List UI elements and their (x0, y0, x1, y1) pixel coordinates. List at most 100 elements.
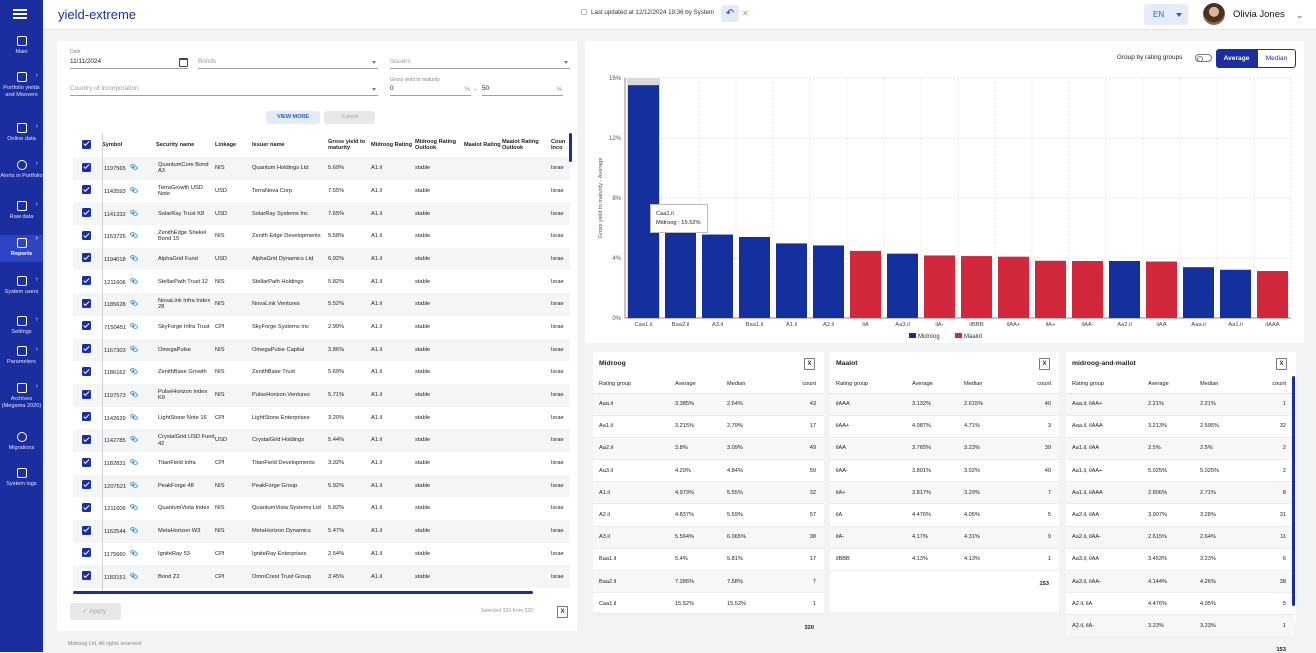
gytm-to-input[interactable]: 50% (482, 85, 563, 96)
column-header[interactable]: Rating group (830, 376, 912, 394)
sidebar-item-3[interactable]: Alerts in Portfolio › (0, 160, 43, 180)
column-header[interactable]: Maalot Rating (464, 142, 501, 148)
row-checkbox[interactable] (82, 344, 91, 354)
bar-Aa1.il[interactable] (1220, 269, 1251, 318)
column-header[interactable]: Linkage (215, 142, 237, 148)
bar-Aa3.il[interactable] (887, 253, 918, 318)
gytm-from-input[interactable]: 0% (390, 85, 471, 96)
country-select[interactable]: Country of Incorporation (70, 85, 378, 96)
sidebar-item-2[interactable]: Online data › (0, 123, 43, 143)
table-row[interactable]: 1162544 MetaHorizon W3 NIS MetaHorizon Dyna… (73, 520, 570, 543)
table-row[interactable]: 1185628 NovaLink Infra Index 28 NIS NovaLin… (73, 293, 570, 316)
row-checkbox[interactable] (82, 457, 91, 467)
row-checkbox[interactable] (82, 548, 91, 558)
eye-icon[interactable] (129, 344, 138, 353)
table-row[interactable]: 1194018 AlphaGrid Fund USD AlphaGrid Dynami… (73, 247, 570, 271)
hamburger-menu-icon[interactable] (13, 9, 27, 19)
row-checkbox[interactable] (82, 525, 91, 535)
table-row[interactable]: 1142785 CrystalGrid USD Fund 42 USD Crystal… (73, 429, 570, 452)
issuers-select[interactable]: Issuers (390, 58, 570, 69)
bar-ilAAA[interactable] (1257, 271, 1288, 318)
bar-A3.il[interactable] (702, 234, 733, 318)
column-header[interactable]: Rating group (1066, 376, 1148, 394)
bar-Aa2.il[interactable] (1109, 261, 1140, 318)
row-checkbox[interactable] (82, 571, 91, 581)
column-header[interactable]: Issuer name (252, 142, 285, 148)
row-checkbox[interactable] (82, 185, 91, 195)
bar-ilAA+[interactable] (998, 256, 1029, 318)
submit-button[interactable]: Submit (324, 111, 375, 124)
table-vertical-scrollbar[interactable] (569, 133, 572, 162)
column-header[interactable]: count (1258, 376, 1294, 394)
stats-scrollbar[interactable] (1292, 376, 1295, 606)
bar-A1.il[interactable] (776, 243, 807, 318)
bar-Baa1.il[interactable] (739, 237, 770, 318)
eye-icon[interactable] (129, 571, 138, 580)
sidebar-item-9[interactable]: Archives (Megama 2020) › (0, 383, 43, 409)
excel-export-icon[interactable]: X (1039, 358, 1050, 370)
user-menu-chevron-icon[interactable]: ⌄ (1296, 10, 1304, 20)
column-header[interactable]: Average (675, 376, 727, 394)
sidebar-item-11[interactable]: System logs (0, 468, 43, 488)
column-header[interactable]: Symbol (102, 142, 123, 148)
bar-ilA-[interactable] (924, 255, 955, 318)
row-checkbox[interactable] (82, 412, 91, 422)
date-field[interactable]: 11/11/2024 (70, 58, 188, 69)
last-updated-checkbox[interactable] (581, 9, 587, 15)
eye-icon[interactable] (129, 503, 138, 512)
eye-icon[interactable] (129, 230, 138, 240)
bar-ilA+[interactable] (1035, 260, 1066, 318)
row-checkbox[interactable] (82, 389, 91, 399)
close-icon[interactable]: ✕ (742, 9, 749, 18)
eye-icon[interactable] (129, 299, 138, 308)
eye-icon[interactable] (129, 253, 138, 263)
column-header[interactable]: count (785, 376, 824, 394)
bar-ilA[interactable] (850, 250, 881, 318)
excel-export-icon[interactable]: X (1276, 358, 1287, 370)
group-by-toggle[interactable] (1195, 54, 1212, 62)
column-header[interactable]: Median (1200, 376, 1258, 394)
average-toggle-button[interactable]: Average (1216, 49, 1257, 68)
sidebar-item-10[interactable]: Migrations (0, 432, 43, 452)
table-row[interactable]: 1182831 TitanField Infra CPI TitanField Dev… (73, 452, 570, 475)
column-header[interactable]: Average (1148, 376, 1200, 394)
table-row[interactable]: 1186162 ZenithBase Growth NIS ZenithBase Tr… (73, 361, 570, 384)
table-row[interactable]: 1183151 Bond Z2 CPI OmniCrest Trust Group 3.… (73, 565, 570, 589)
column-header[interactable]: Midroog Rating Outlook (415, 139, 457, 151)
eye-icon[interactable] (129, 276, 138, 285)
row-checkbox[interactable] (82, 434, 91, 444)
row-checkbox[interactable] (82, 366, 91, 376)
select-all-checkbox[interactable] (82, 139, 91, 149)
eye-icon[interactable] (129, 412, 138, 421)
sidebar-item-5[interactable]: Reports › (0, 235, 43, 262)
eye-icon[interactable] (129, 389, 138, 399)
row-checkbox[interactable] (82, 480, 91, 490)
table-row[interactable]: 1153725 ZenithEdge Shekel Bond 15 NIS Zenit… (73, 225, 570, 248)
bar-Aaa.il[interactable] (1183, 267, 1214, 318)
eye-icon[interactable] (129, 208, 138, 217)
row-checkbox[interactable] (82, 298, 91, 308)
row-checkbox[interactable] (82, 321, 91, 331)
eye-icon[interactable] (129, 162, 138, 172)
calendar-icon[interactable] (179, 58, 188, 67)
sidebar-item-7[interactable]: Settings › (0, 316, 43, 336)
eye-icon[interactable] (129, 525, 138, 535)
user-name[interactable]: Olivia Jones (1233, 9, 1285, 20)
table-row[interactable]: 1207521 PeakForge 48 NIS PeakForge Group 5.9… (73, 474, 570, 498)
eye-icon[interactable] (129, 435, 138, 444)
row-checkbox[interactable] (82, 162, 91, 172)
column-header[interactable]: Median (727, 376, 785, 394)
excel-export-icon[interactable]: X (557, 606, 568, 618)
bonds-select[interactable]: Bonds (198, 58, 378, 69)
eye-icon[interactable] (129, 457, 138, 467)
eye-icon[interactable] (129, 548, 138, 558)
bar-ilAA-[interactable] (1072, 260, 1103, 318)
bar-Caa1.il[interactable] (628, 85, 659, 318)
eye-icon[interactable] (129, 367, 138, 376)
table-row[interactable]: 1211606 StellarPath Trust 12 NIS StellarPat… (73, 270, 570, 293)
avatar[interactable] (1203, 3, 1225, 25)
column-header[interactable]: Average (912, 376, 964, 394)
table-row[interactable]: 1211606 QuantumVista Index NIS QuantumVista… (73, 497, 570, 520)
sidebar-item-4[interactable]: Raw data › (0, 201, 43, 221)
row-checkbox[interactable] (82, 208, 91, 218)
